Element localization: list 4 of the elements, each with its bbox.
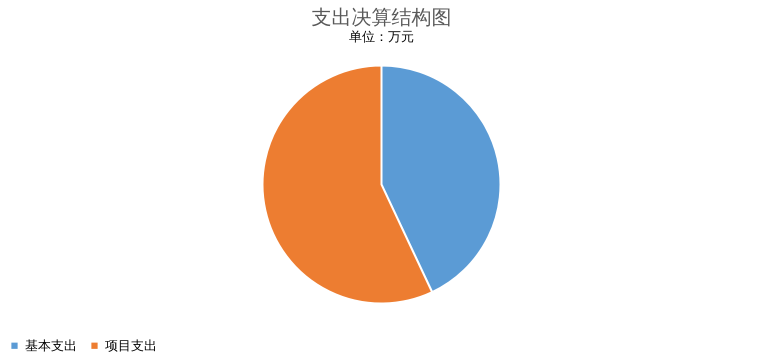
chart-title: 支出决算结构图 [312, 5, 452, 29]
legend-label: 基本支出 [25, 338, 77, 354]
legend-label: 项目支出 [105, 338, 157, 354]
chart-subtitle: 单位：万元 [349, 30, 414, 45]
